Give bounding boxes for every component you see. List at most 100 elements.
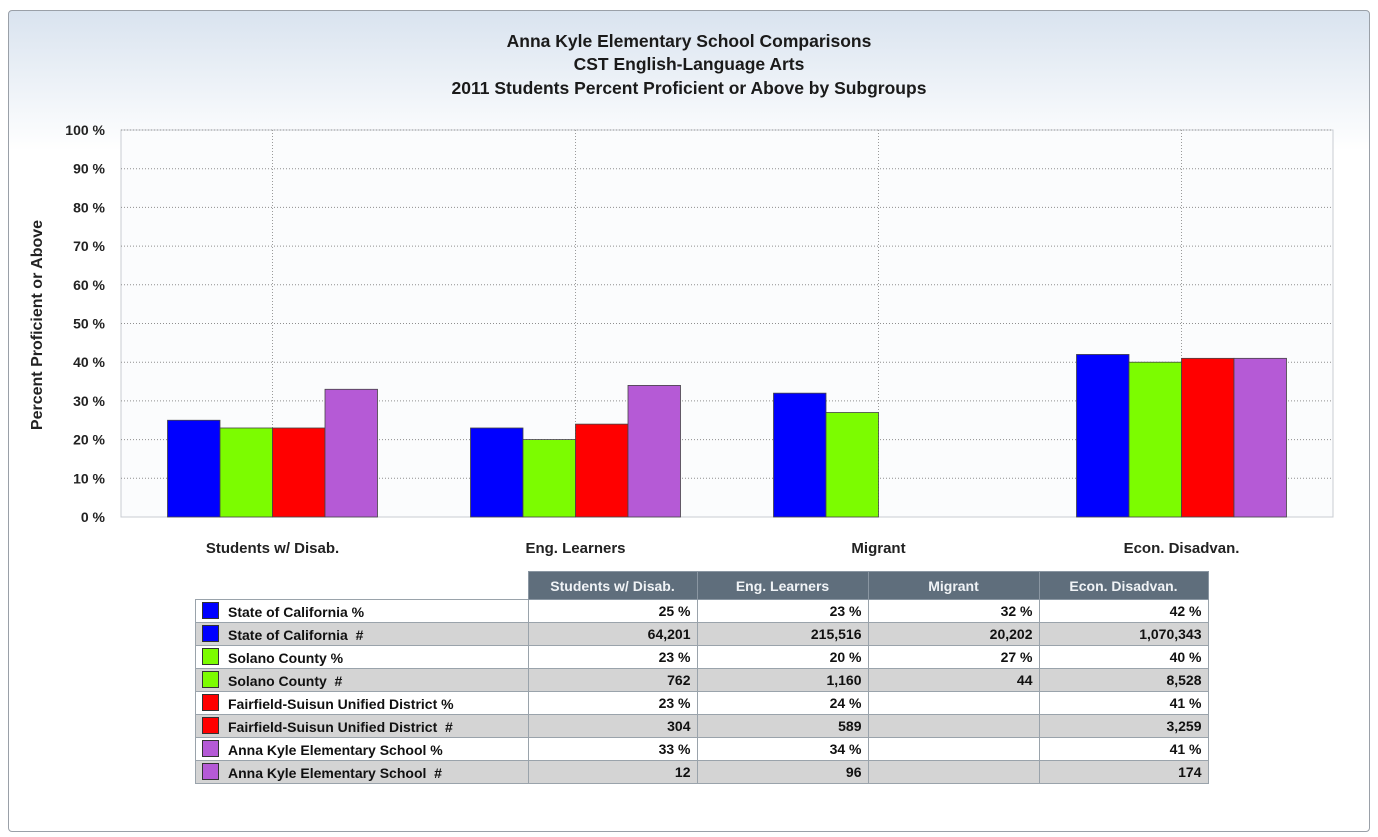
bar xyxy=(1128,361,1182,518)
row-label-cell: Anna Kyle Elementary School % xyxy=(195,737,529,761)
y-tick-label: 0 % xyxy=(81,509,106,525)
x-tick-label: Students w/ Disab. xyxy=(206,540,339,557)
legend-swatch xyxy=(202,717,219,734)
table-row: Fairfield-Suisun Unified District % 23 % 2… xyxy=(195,691,1209,715)
table-cell: 40 % xyxy=(1038,645,1209,669)
bar xyxy=(219,427,273,518)
table-cell xyxy=(867,714,1040,738)
table-cell: 34 % xyxy=(696,737,869,761)
column-header: Migrant xyxy=(867,571,1040,600)
table-cell: 27 % xyxy=(867,645,1040,669)
data-table: Students w/ Disab. Eng. Learners Migrant… xyxy=(195,571,1209,784)
bar xyxy=(522,439,576,518)
table-cell xyxy=(867,737,1040,761)
bar xyxy=(773,392,827,518)
table-row: Solano County # 762 1,160 44 8,528 xyxy=(195,668,1209,692)
row-label: Anna Kyle Elementary School % xyxy=(228,742,443,758)
bar xyxy=(1076,354,1130,518)
column-header: Eng. Learners xyxy=(696,571,869,600)
table-cell: 41 % xyxy=(1038,737,1209,761)
bar xyxy=(825,412,879,518)
legend-swatch xyxy=(202,740,219,757)
table-cell: 44 xyxy=(867,668,1040,692)
table-cell xyxy=(867,760,1040,784)
y-tick-label: 20 % xyxy=(73,432,105,448)
row-label-cell: Anna Kyle Elementary School # xyxy=(195,760,529,784)
y-tick-label: 60 % xyxy=(73,277,105,293)
table-cell: 215,516 xyxy=(696,622,869,646)
chart-title-line-3: 2011 Students Percent Proficient or Abov… xyxy=(451,78,927,98)
bar xyxy=(575,423,629,518)
table-cell: 174 xyxy=(1038,760,1209,784)
table-row: Anna Kyle Elementary School # 12 96 174 xyxy=(195,760,1209,784)
table-body: State of California % 25 % 23 % 32 % 42 % Sta… xyxy=(195,599,1209,784)
table-cell: 1,160 xyxy=(696,668,869,692)
table-cell: 25 % xyxy=(527,599,698,623)
table-cell: 20 % xyxy=(696,645,869,669)
y-tick-label: 30 % xyxy=(73,393,105,409)
table-cell: 20,202 xyxy=(867,622,1040,646)
column-header: Econ. Disadvan. xyxy=(1038,571,1209,600)
row-label-cell: State of California # xyxy=(195,622,529,646)
table-header-row: Students w/ Disab. Eng. Learners Migrant… xyxy=(196,571,1209,600)
bar xyxy=(272,427,326,518)
table-cell: 762 xyxy=(527,668,698,692)
bar xyxy=(167,419,221,518)
legend-swatch xyxy=(202,648,219,665)
y-tick-label: 80 % xyxy=(73,199,105,215)
table-cell: 32 % xyxy=(867,599,1040,623)
table-cell: 12 xyxy=(527,760,698,784)
table-row: Solano County % 23 % 20 % 27 % 40 % xyxy=(195,645,1209,669)
legend-swatch xyxy=(202,625,219,642)
row-label: State of California # xyxy=(228,627,364,643)
bar xyxy=(470,427,524,518)
legend-swatch xyxy=(202,602,219,619)
table-cell: 41 % xyxy=(1038,691,1209,715)
table-cell: 8,528 xyxy=(1038,668,1209,692)
table-cell: 23 % xyxy=(696,599,869,623)
table-row: Anna Kyle Elementary School % 33 % 34 % 41 … xyxy=(195,737,1209,761)
row-label: State of California % xyxy=(228,604,365,620)
y-tick-label: 10 % xyxy=(73,470,105,486)
table-cell: 42 % xyxy=(1038,599,1209,623)
table-row: State of California # 64,201 215,516 20,202… xyxy=(195,622,1209,646)
y-tick-label: 100 % xyxy=(65,122,105,138)
row-label-cell: Fairfield-Suisun Unified District % xyxy=(195,691,529,715)
bar xyxy=(627,385,681,518)
chart-title-line-1: Anna Kyle Elementary School Comparisons xyxy=(506,31,872,51)
table-cell: 23 % xyxy=(527,645,698,669)
table-cell: 3,259 xyxy=(1038,714,1209,738)
legend-swatch xyxy=(202,763,219,780)
row-label: Fairfield-Suisun Unified District # xyxy=(228,719,453,735)
row-label-cell: Solano County % xyxy=(195,645,529,669)
bar xyxy=(1181,357,1235,518)
row-label-cell: Fairfield-Suisun Unified District # xyxy=(195,714,529,738)
table-cell: 24 % xyxy=(696,691,869,715)
table-row: State of California % 25 % 23 % 32 % 42 % xyxy=(195,599,1209,623)
row-label: Solano County # xyxy=(228,673,343,689)
y-axis-label: Percent Proficient or Above xyxy=(29,219,46,431)
row-label-cell: Solano County # xyxy=(195,668,529,692)
row-label: Solano County % xyxy=(228,650,344,666)
y-tick-label: 70 % xyxy=(73,238,105,254)
row-label: Fairfield-Suisun Unified District % xyxy=(228,696,454,712)
legend-swatch xyxy=(202,671,219,688)
table-cell: 1,070,343 xyxy=(1038,622,1209,646)
table-cell: 33 % xyxy=(527,737,698,761)
table-corner xyxy=(196,572,529,600)
table-cell: 23 % xyxy=(527,691,698,715)
bar xyxy=(1233,357,1287,518)
row-label-cell: State of California % xyxy=(195,599,529,623)
table-row: Fairfield-Suisun Unified District # 304 58… xyxy=(195,714,1209,738)
table-cell: 96 xyxy=(696,760,869,784)
column-header: Students w/ Disab. xyxy=(527,571,698,600)
x-tick-label: Eng. Learners xyxy=(525,540,625,557)
legend-swatch xyxy=(202,694,219,711)
y-tick-label: 90 % xyxy=(73,161,105,177)
y-tick-label: 50 % xyxy=(73,316,105,332)
x-tick-label: Econ. Disadvan. xyxy=(1124,540,1240,557)
table-cell: 64,201 xyxy=(527,622,698,646)
row-label: Anna Kyle Elementary School # xyxy=(228,765,442,781)
y-tick-label: 40 % xyxy=(73,354,105,370)
